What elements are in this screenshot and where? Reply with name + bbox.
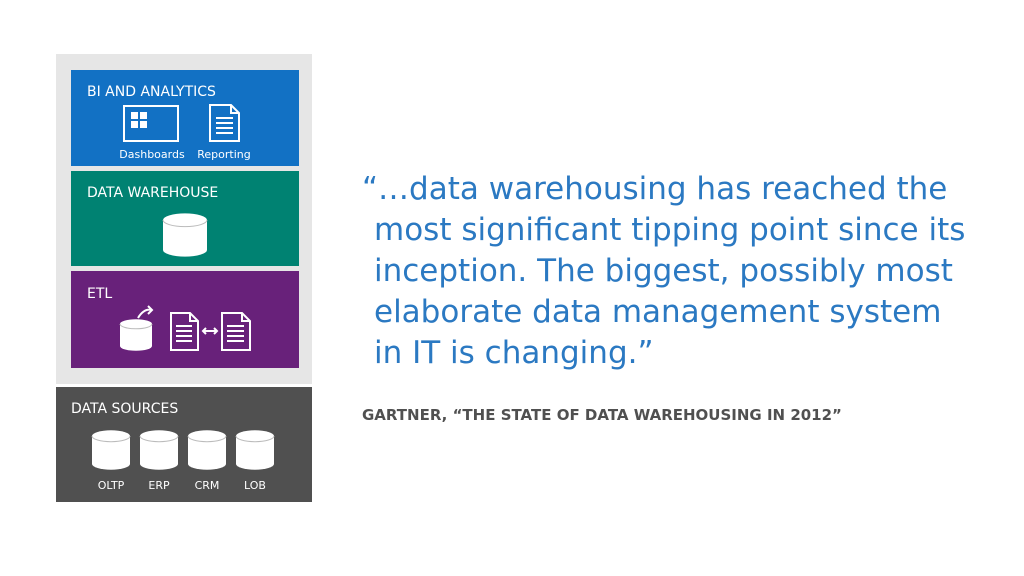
- cylinder: [236, 430, 274, 470]
- dashboard-icon: [123, 105, 179, 142]
- quote-line: most significant tipping point since its: [374, 212, 965, 248]
- quote: “…data warehousing has reached the most s…: [362, 171, 965, 371]
- layer-title: DATA WAREHOUSE: [87, 185, 218, 201]
- etl-arrow: [137, 305, 154, 319]
- quote-line: elaborate data management system: [374, 294, 941, 330]
- etl-layer: [71, 271, 299, 368]
- attribution: GARTNER, “THE STATE OF DATA WAREHOUSING …: [362, 406, 842, 424]
- quote-line: “…data warehousing has reached the: [362, 171, 947, 207]
- cylinder: [188, 430, 226, 470]
- etl-docs: [170, 312, 251, 351]
- source-label: OLTP: [98, 479, 125, 492]
- item-label: Reporting: [197, 148, 250, 161]
- cylinder-rim: [162, 219, 208, 228]
- source-label: ERP: [148, 479, 170, 492]
- cylinders: [91, 213, 275, 470]
- cylinder: [163, 213, 207, 257]
- report-icon: [209, 104, 240, 142]
- cylinder-rim: [119, 323, 153, 330]
- sources-title: DATA SOURCES: [71, 401, 178, 417]
- bi-layer: [71, 70, 299, 166]
- quote-line: in IT is changing.”: [374, 335, 654, 371]
- cylinder-rim: [139, 435, 179, 443]
- quote-line: inception. The biggest, possibly most: [374, 253, 953, 289]
- layer-title: BI AND ANALYTICS: [87, 84, 216, 100]
- item-label: Dashboards: [119, 148, 185, 161]
- source-label: CRM: [195, 479, 220, 492]
- source-label: LOB: [244, 479, 266, 492]
- cylinder: [140, 430, 178, 470]
- cylinder-rim: [187, 435, 227, 443]
- cylinder: [92, 430, 130, 470]
- layer-title: ETL: [87, 286, 112, 302]
- cylinder-rim: [91, 435, 131, 443]
- cylinder: [120, 319, 152, 351]
- cylinder-rim: [235, 435, 275, 443]
